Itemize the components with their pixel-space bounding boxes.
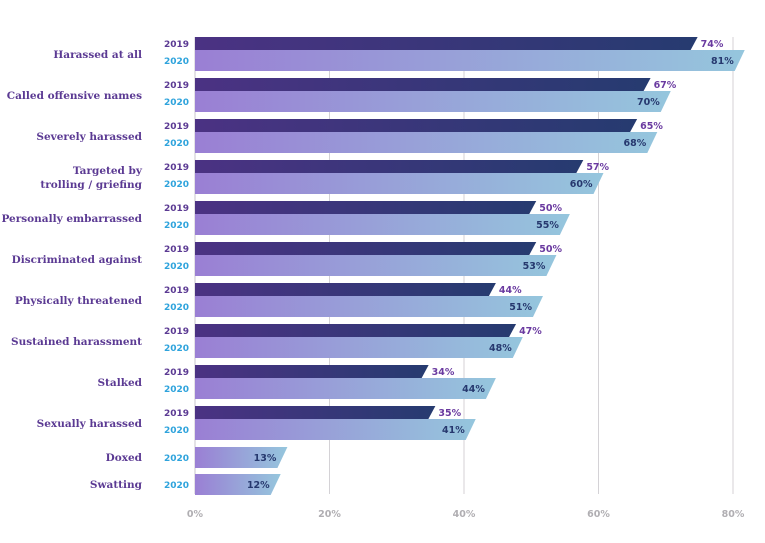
year-label-2019: 2019: [164, 122, 189, 132]
value-label-2020: 81%: [711, 56, 734, 67]
year-label-2020: 2020: [164, 180, 189, 190]
bar-2019: [195, 78, 651, 91]
bar-2020: [195, 173, 604, 194]
x-tick-label: 40%: [453, 509, 476, 520]
year-label-2020: 2020: [164, 303, 189, 313]
bar-2020: [195, 447, 288, 468]
value-label-2019: 74%: [701, 39, 724, 50]
category-label: Personally embarrassed: [1, 213, 142, 225]
value-label-2020: 70%: [637, 97, 660, 108]
category-label: Sustained harassment: [11, 336, 142, 348]
category-label: Swatting: [90, 479, 143, 491]
bar-2020: [195, 378, 496, 399]
value-label-2020: 53%: [523, 261, 546, 272]
category-label: Sexually harassed: [37, 418, 143, 430]
value-label-2019: 35%: [438, 408, 461, 419]
value-label-2020: 12%: [247, 480, 270, 491]
value-label-2019: 65%: [640, 121, 663, 132]
value-label-2019: 47%: [519, 326, 542, 337]
value-label-2019: 57%: [586, 162, 609, 173]
bars: [195, 37, 745, 495]
bar-2020: [195, 337, 523, 358]
bar-2019: [195, 160, 584, 173]
value-label-2019: 67%: [654, 80, 677, 91]
value-label-2020: 68%: [624, 138, 647, 149]
year-label-2020: 2020: [164, 98, 189, 108]
bar-2019: [195, 365, 429, 378]
category-label: Stalked: [97, 377, 142, 389]
category-label: Targeted by trolling / griefing: [40, 165, 143, 191]
year-label-2019: 2019: [164, 409, 189, 419]
value-label-2020: 48%: [489, 343, 512, 354]
bar-2019: [195, 119, 638, 132]
year-label-2020: 2020: [164, 57, 189, 67]
year-label-2020: 2020: [164, 139, 189, 149]
year-label-2019: 2019: [164, 163, 189, 173]
category-label: Called offensive names: [7, 90, 142, 102]
value-label-2020: 13%: [254, 453, 277, 464]
bar-2019: [195, 201, 537, 214]
value-label-2020: 51%: [509, 302, 532, 313]
year-label-2020: 2020: [164, 454, 189, 464]
bar-2020: [195, 214, 570, 235]
bar-2019: [195, 37, 698, 50]
year-label-2020: 2020: [164, 426, 189, 436]
category-label: Harassed at all: [53, 49, 142, 61]
year-label-2019: 2019: [164, 286, 189, 296]
bar-2019: [195, 242, 537, 255]
value-label-2019: 44%: [499, 285, 522, 296]
bar-2020: [195, 132, 658, 153]
year-label-2020: 2020: [164, 221, 189, 231]
value-label-2020: 55%: [536, 220, 559, 231]
bar-2019: [195, 406, 436, 419]
bar-2020: [195, 419, 476, 440]
bar-2019: [195, 283, 496, 296]
year-label-2020: 2020: [164, 262, 189, 272]
category-label: Doxed: [106, 452, 143, 464]
bar-2020: [195, 296, 543, 317]
year-label-2019: 2019: [164, 204, 189, 214]
value-label-2020: 44%: [462, 384, 485, 395]
year-label-2019: 2019: [164, 327, 189, 337]
bar-2020: [195, 474, 281, 495]
year-label-2019: 2019: [164, 245, 189, 255]
bar-2019: [195, 324, 517, 337]
category-label: Discriminated against: [12, 254, 142, 266]
value-label-2020: 60%: [570, 179, 593, 190]
x-tick-label: 60%: [587, 509, 610, 520]
x-tick-label: 80%: [722, 509, 745, 520]
year-label-2019: 2019: [164, 368, 189, 378]
labels: 0% 20% 40% 60% 80% 2019 74% 2020 81% Harassed at …: [1, 39, 744, 520]
year-label-2020: 2020: [164, 385, 189, 395]
year-label-2019: 2019: [164, 81, 189, 91]
year-label-2020: 2020: [164, 481, 189, 491]
x-tick-label: 0%: [187, 509, 204, 520]
bar-2020: [195, 255, 557, 276]
value-label-2019: 50%: [539, 203, 562, 214]
bar-2020: [195, 50, 745, 71]
bar-2020: [195, 91, 671, 112]
year-label-2019: 2019: [164, 40, 189, 50]
value-label-2020: 41%: [442, 425, 465, 436]
category-label: Severely harassed: [36, 131, 142, 143]
value-label-2019: 50%: [539, 244, 562, 255]
year-label-2020: 2020: [164, 344, 189, 354]
category-label: Physically threatened: [15, 295, 143, 307]
value-label-2019: 34%: [432, 367, 455, 378]
x-tick-label: 20%: [318, 509, 341, 520]
